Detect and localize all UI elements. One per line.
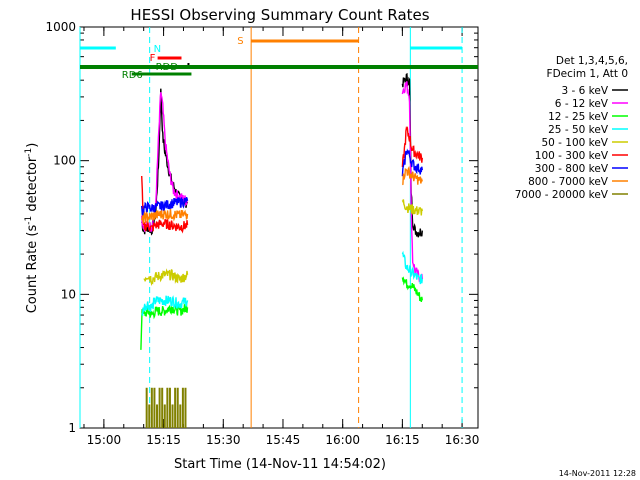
spike-bar — [158, 387, 161, 428]
series-line — [140, 302, 189, 350]
x-tick-label: 16:30 — [445, 433, 480, 447]
x-tick-label: 15:45 — [266, 433, 301, 447]
legend-entry-label: 6 - 12 keV — [555, 98, 609, 110]
x-tick-label: 15:00 — [87, 433, 122, 447]
spike-bar — [176, 387, 179, 428]
spike-bar — [156, 404, 159, 428]
legend-entry-label: 300 - 800 keV — [535, 163, 609, 175]
y-tick-label: 100 — [53, 154, 76, 168]
series-line — [401, 81, 423, 283]
spike-bar — [174, 387, 177, 428]
spike-bar — [163, 404, 166, 428]
legend-header: FDecim 1, Att 0 — [547, 68, 628, 80]
spike-bar — [150, 387, 153, 428]
legend-entry-label: 100 - 300 keV — [535, 150, 609, 162]
x-tick-label: 15:15 — [146, 433, 181, 447]
x-tick-label: 16:15 — [385, 433, 420, 447]
annotation-f: F — [150, 53, 156, 64]
spike-bar — [166, 387, 169, 428]
series-line — [401, 276, 423, 303]
bar-dot — [187, 63, 190, 65]
legend-entry-label: 7000 - 20000 keV — [515, 189, 609, 201]
legend-entry-label: 25 - 50 keV — [548, 124, 609, 136]
spike-bar — [145, 387, 148, 428]
annotation-rdd: RDD — [156, 62, 179, 73]
plot-area: 1 10 100 1000 15:00 15:15 15:30 15:45 16:00 16:15… — [45, 20, 479, 447]
annotation-rd6: RD6 — [122, 70, 143, 81]
series-line — [401, 199, 423, 216]
legend-entry-label: 3 - 6 keV — [561, 85, 608, 97]
y-axis-label-end: ) — [25, 143, 40, 148]
x-tick-label: 16:00 — [325, 433, 360, 447]
legend-entry-label: 800 - 7000 keV — [528, 176, 609, 188]
series-line — [143, 268, 189, 287]
y-tick-label: 10 — [61, 287, 76, 301]
series-line — [141, 209, 189, 224]
series-line — [141, 295, 189, 316]
spike-bar — [171, 404, 174, 428]
series-line — [141, 175, 189, 234]
y-axis-label-main: Count Rate (s — [25, 225, 40, 314]
chart-title: HESSI Observing Summary Count Rates — [130, 6, 429, 24]
y-tick-label: 1000 — [45, 20, 76, 34]
spike-bar — [184, 387, 187, 428]
annotation-s: S — [237, 36, 243, 47]
spike-bar — [179, 404, 182, 428]
spike-bar — [168, 387, 171, 428]
spike-bar — [181, 387, 184, 428]
spike-bar — [161, 387, 164, 428]
series-line — [401, 148, 423, 177]
x-axis-label: Start Time (14-Nov-11 14:54:02) — [174, 457, 386, 472]
legend-entry-label: 50 - 100 keV — [541, 137, 608, 149]
legend-entry-label: 12 - 25 keV — [548, 111, 609, 123]
legend-header: Det 1,3,4,5,6, — [556, 55, 628, 67]
x-tick-label: 15:30 — [206, 433, 241, 447]
series-line — [141, 196, 189, 217]
y-axis-label-sup1: -1 — [24, 216, 34, 225]
spike-bar — [148, 404, 151, 428]
y-axis-label-sup2: -1 — [24, 148, 34, 157]
y-axis-label-mid: detector — [25, 156, 40, 216]
annotation-n: N — [154, 44, 161, 55]
y-tick-label: 1 — [68, 421, 76, 435]
series-line — [401, 250, 423, 285]
series-line — [401, 165, 423, 186]
series-line — [401, 126, 423, 168]
legend: Det 1,3,4,5,6,FDecim 1, Att 0 3 - 6 keV6 … — [515, 55, 628, 201]
spike-bar — [153, 387, 156, 428]
footer-timestamp: 14-Nov-2011 12:28 — [559, 469, 636, 478]
series-line — [401, 72, 423, 238]
plot-frame — [79, 26, 479, 429]
y-axis-label: Count Rate (s-1 detector-1) — [24, 143, 40, 314]
